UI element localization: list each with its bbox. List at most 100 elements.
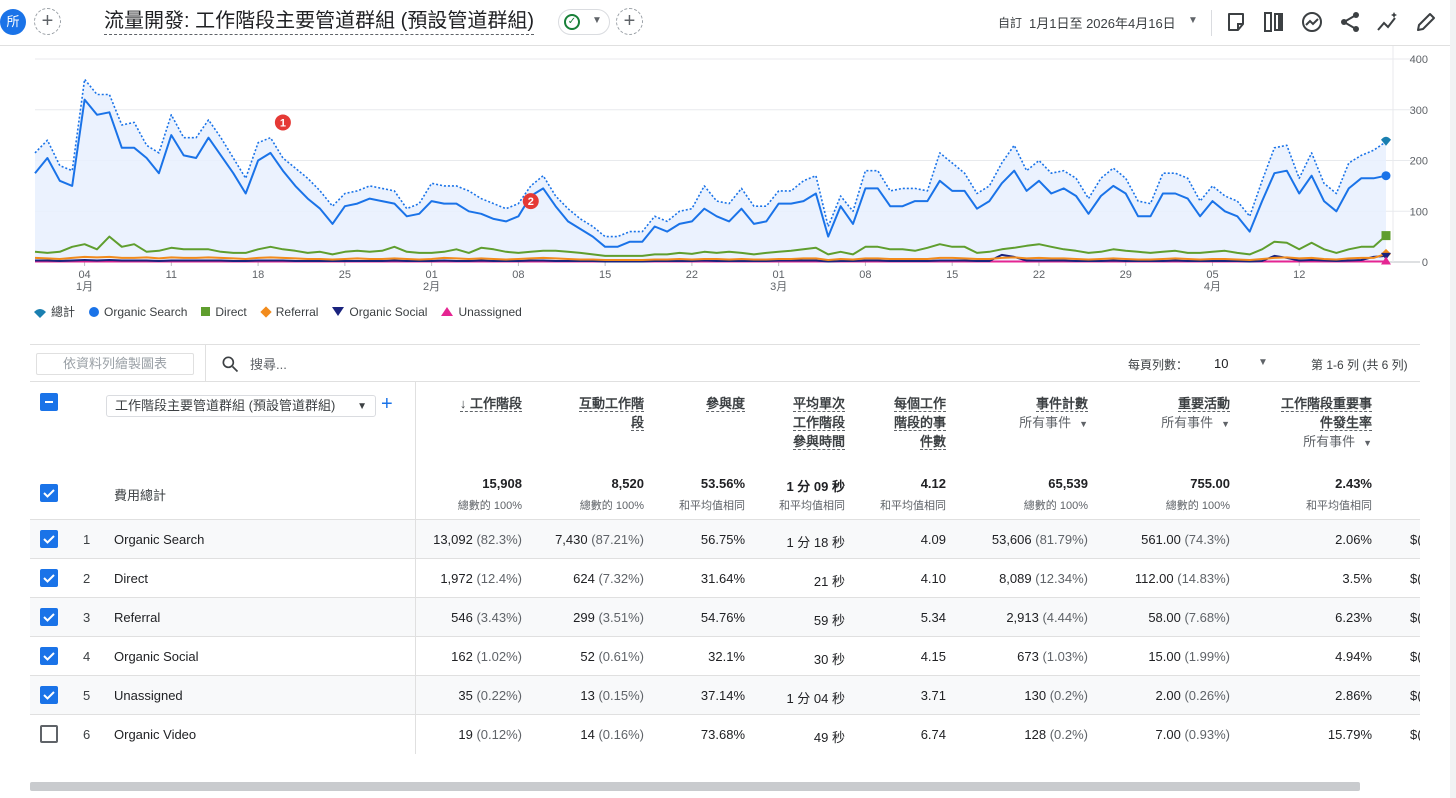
truncated-cell: $( [1410,532,1420,547]
annotation-marker[interactable] [274,114,291,131]
legend-item[interactable]: 總計 [34,303,75,320]
table-row[interactable]: 4 Organic Social 162 (1.02%) 52 (0.61%) 32.1… [30,636,1420,675]
x-tick-month-label: 4月 [1204,281,1221,293]
add-dimension-button[interactable]: + [381,393,393,415]
metric-cell: 54.76% [700,610,745,625]
row-checkbox[interactable] [40,686,58,704]
table-row[interactable]: 5 Unassigned 35 (0.22%) 13 (0.15%) 37.14% 1 分… [30,675,1420,714]
sparkle-insights-icon[interactable] [1376,10,1400,34]
total-subtext: 總數的 100% [457,500,522,512]
legend-item[interactable]: Unassigned [441,305,522,319]
search-input[interactable] [248,353,548,375]
property-avatar[interactable]: 所 [0,9,26,35]
column-event-filter[interactable]: 所有事件 ▼ [1019,415,1088,430]
add-comparison-button[interactable]: + [616,8,643,35]
column-header-label: 事件計數 [1035,396,1088,412]
plot-rows-button[interactable]: 依資料列繪製圖表 [36,353,194,375]
row-checkbox[interactable] [40,530,58,548]
series-line-direct [34,234,1387,257]
legend-dot-icon [89,306,100,317]
table-row[interactable]: 2 Direct 1,972 (12.4%) 624 (7.32%) 31.64% 21 … [30,558,1420,597]
legend-triangle-down-icon [332,307,345,316]
channel-name: Organic Social [114,649,199,664]
legend-item[interactable]: Organic Search [89,305,187,319]
report-header: 所 + 流量開發: 工作階段主要管道群組 (預設管道群組) ✓ ▼ + 自訂 1… [0,0,1456,46]
x-tick-label: 22 [686,269,698,281]
insights-note-icon[interactable] [1224,10,1248,34]
legend-item[interactable]: Organic Social [332,305,427,319]
metric-cell: 73.68% [700,727,745,742]
total-value: 4.12 [920,476,946,491]
checkmark-icon [43,574,55,583]
row-checkbox[interactable] [40,608,58,626]
chevron-down-icon[interactable]: ▼ [1188,15,1198,26]
legend-item[interactable]: Direct [201,305,247,319]
row-checkbox[interactable] [40,725,58,743]
metric-cell: 15.79% [1327,727,1372,742]
report-title[interactable]: 流量開發: 工作階段主要管道群組 (預設管道群組) [104,8,534,35]
y-tick-label: 400 [1410,54,1428,66]
metric-cell: 8,089 (12.34%) [999,571,1088,586]
channel-name: Unassigned [114,688,183,703]
column-header[interactable]: 重要活動 所有事件 ▼ [1120,394,1230,434]
page-edge [1450,0,1456,798]
column-event-filter[interactable]: 所有事件 ▼ [1303,434,1372,449]
annotation-marker[interactable] [522,193,539,210]
checkmark-icon [43,489,55,498]
metric-cell: 2.00 (0.26%) [1155,688,1230,703]
chevron-down-icon[interactable]: ▼ [1258,357,1268,368]
column-header[interactable]: 參與度 [655,394,745,413]
x-tick-label: 25 [339,269,351,281]
totals-checkbox[interactable] [40,484,58,502]
table-row[interactable]: 6 Organic Video 19 (0.12%) 14 (0.16%) 73.68%… [30,714,1420,753]
rows-per-page-select[interactable]: 10 [1214,356,1229,371]
report-status-dropdown[interactable]: ✓ ▼ [558,9,610,35]
truncated-cell: $( [1410,688,1420,703]
dimension-select[interactable]: 工作階段主要管道群組 (預設管道群組) ▼ [106,395,376,417]
divider [1211,10,1212,36]
date-range-picker[interactable]: 1月1日至 2026年4月16日 [1029,16,1176,31]
column-event-filter[interactable]: 所有事件 ▼ [1161,415,1230,430]
x-tick-month-label: 2月 [423,281,440,293]
metric-cell: 59 秒 [813,613,845,628]
dimension-select-label: 工作階段主要管道群組 (預設管道群組) [115,398,336,413]
x-tick-month-label: 1月 [76,281,93,293]
table-row[interactable]: 3 Referral 546 (3.43%) 299 (3.51%) 54.76% 59 … [30,597,1420,636]
row-checkbox[interactable] [40,569,58,587]
column-header-label: 件數 [919,434,946,450]
row-index: 3 [83,610,91,625]
legend-item[interactable]: Referral [260,305,318,319]
compare-columns-icon[interactable] [1262,10,1286,34]
column-header[interactable]: 事件計數所有事件 ▼ [978,394,1088,434]
annotation-label: 2 [528,196,534,208]
row-index: 4 [83,649,91,664]
metric-cell: 3.71 [920,688,946,703]
select-all-checkbox[interactable] [40,393,58,411]
share-icon[interactable] [1338,10,1362,34]
column-header[interactable]: 平均單次 工作階段 參與時間 [755,394,845,451]
column-header[interactable]: ↓ 工作階段 [412,394,522,413]
report-table: 工作階段主要管道群組 (預設管道群組) ▼ + 費用總計 ↓ 工作階段 互動工作階… [30,382,1420,754]
legend-label: 總計 [51,305,76,319]
total-value: 1 分 09 秒 [786,479,845,494]
column-header[interactable]: 每個工作 階段的事 件數 [856,394,946,451]
column-header[interactable]: 工作階段重要事 件發生率 所有事件 ▼ [1232,394,1372,453]
table-row[interactable]: 1 Organic Search 13,092 (82.3%) 7,430 (87.2… [30,519,1420,558]
row-checkbox[interactable] [40,647,58,665]
chevron-down-icon: ▼ [357,401,367,412]
trend-icon[interactable] [1300,10,1324,34]
series-end-marker [1381,231,1391,241]
total-area-fill [35,79,1386,262]
column-header-label: 件發生率 [1319,415,1372,431]
column-header[interactable]: 互動工作階段 [534,394,644,432]
total-value: 2.43% [1335,476,1372,491]
edit-pencil-icon[interactable] [1414,10,1438,34]
metric-cell: 58.00 (7.68%) [1148,610,1230,625]
x-tick-label: 15 [946,269,958,281]
add-button[interactable]: + [34,8,61,35]
metric-cell: 6.23% [1335,610,1372,625]
truncated-cell: $( [1410,727,1420,742]
total-value: 755.00 [1190,476,1230,491]
x-tick-label: 29 [1120,269,1132,281]
horizontal-scrollbar[interactable] [30,782,1360,791]
